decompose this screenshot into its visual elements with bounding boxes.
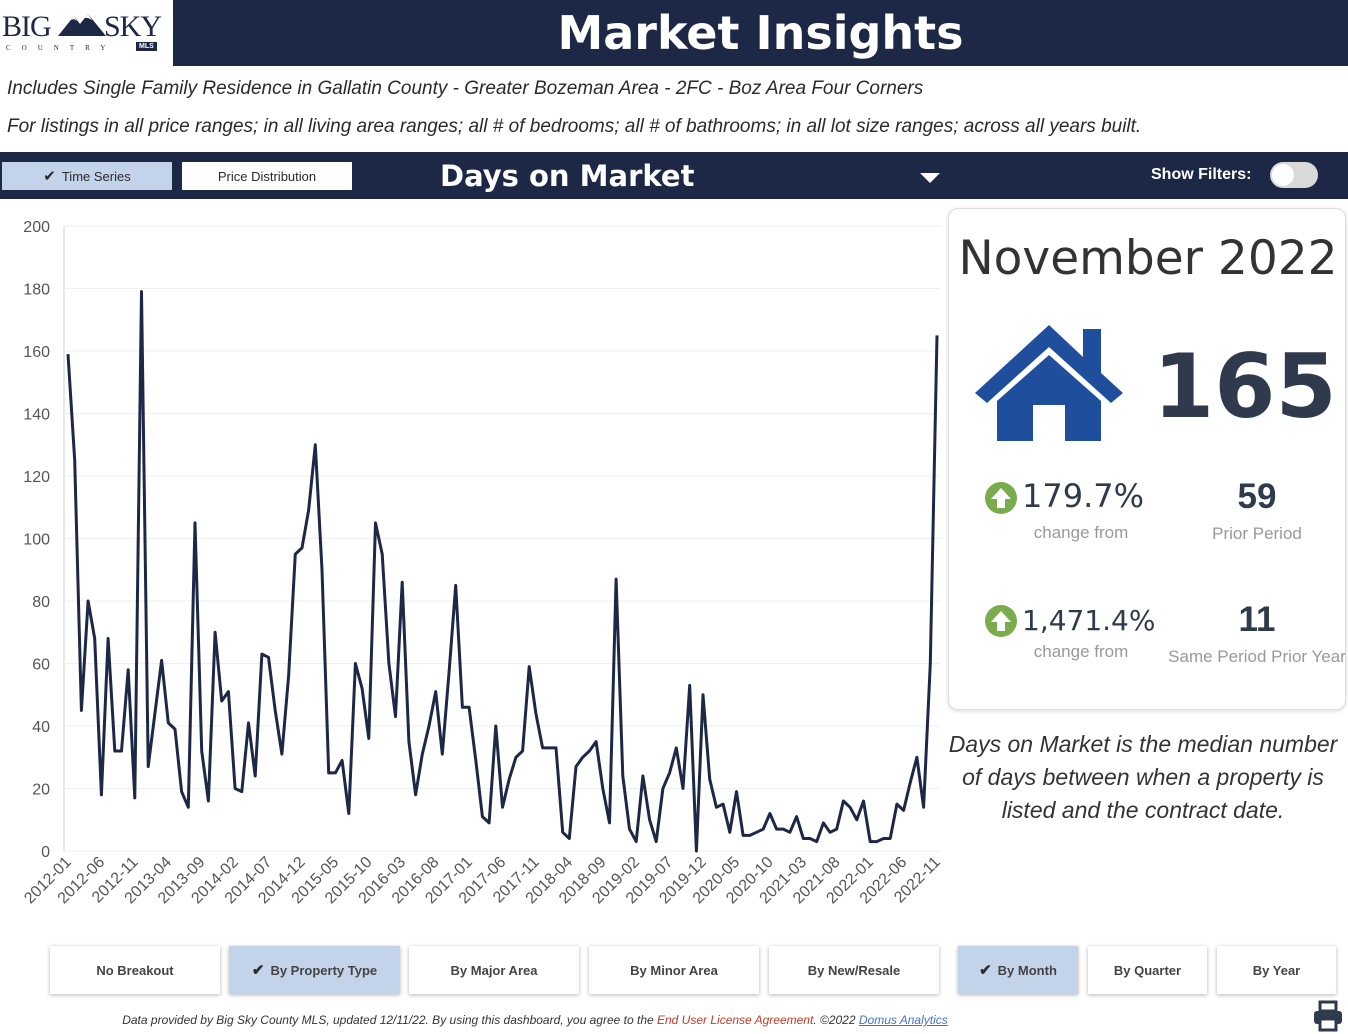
- footer-copyright: . ©2022: [813, 1013, 859, 1027]
- by-month-label: By Month: [997, 962, 1057, 978]
- y-tick-label: 100: [23, 532, 50, 549]
- show-filters-toggle[interactable]: [1270, 162, 1318, 188]
- by-new-resale-button[interactable]: By New/Resale: [769, 946, 939, 994]
- change-prior-label: change from: [1033, 523, 1129, 542]
- by-minor-area-button[interactable]: By Minor Area: [589, 946, 759, 994]
- by-property-type-label: By Property Type: [270, 962, 378, 978]
- big-sky-logo[interactable]: BIG SKY COUNTRY MLS: [0, 0, 172, 66]
- nav-bar: ✔ Time Series Price Distribution Days on…: [0, 152, 1348, 199]
- tab-price-distribution-label: Price Distribution: [217, 168, 317, 184]
- by-month-button[interactable]: ✔ By Month: [958, 946, 1078, 994]
- prior-period-value: 59: [1237, 477, 1277, 516]
- print-icon[interactable]: [1312, 1000, 1344, 1032]
- same-period-prior-year-value: 11: [1238, 600, 1276, 639]
- title-bar: Market Insights: [173, 0, 1348, 66]
- no-breakout-label: No Breakout: [96, 962, 174, 978]
- by-quarter-label: By Quarter: [1113, 962, 1182, 978]
- no-breakout-button[interactable]: No Breakout: [50, 946, 220, 994]
- by-property-type-button[interactable]: ✔ By Property Type: [229, 946, 400, 994]
- by-major-area-button[interactable]: By Major Area: [409, 946, 579, 994]
- subtitle-scope: Includes Single Family Residence in Gall…: [7, 78, 924, 99]
- domus-analytics-link[interactable]: Domus Analytics: [858, 1013, 948, 1027]
- up-arrow-icon: [985, 605, 1017, 637]
- tab-time-series-label: Time Series: [61, 168, 131, 184]
- page-title: Market Insights: [557, 6, 964, 60]
- y-tick-label: 180: [23, 282, 50, 299]
- y-tick-label: 40: [32, 719, 50, 736]
- change-year-label: change from: [1033, 642, 1129, 661]
- card-month: November 2022: [958, 231, 1338, 286]
- by-major-area-label: By Major Area: [450, 962, 538, 978]
- y-tick-label: 0: [41, 844, 50, 861]
- y-tick-label: 200: [23, 219, 50, 236]
- logo-text-county: COUNTRY: [6, 44, 117, 52]
- y-tick-label: 120: [23, 469, 50, 486]
- caret-down-icon: [920, 173, 940, 183]
- tab-price-distribution[interactable]: Price Distribution: [182, 162, 352, 190]
- same-period-prior-year-label: Same Period Prior Year: [1168, 647, 1346, 666]
- change-prior-percent: 179.7%: [1022, 477, 1145, 515]
- metric-description: Days on Market is the median number of d…: [948, 731, 1338, 823]
- measure-dropdown[interactable]: Days on Market: [440, 158, 950, 194]
- mountain-icon: [58, 14, 106, 36]
- y-tick-label: 60: [32, 657, 50, 674]
- eula-link[interactable]: End User License Agreement: [657, 1013, 814, 1027]
- y-tick-label: 140: [23, 407, 50, 424]
- subtitle-filters: For listings in all price ranges; in all…: [7, 116, 1142, 137]
- show-filters-label: Show Filters:: [1151, 166, 1252, 183]
- logo-text-big: BIG: [2, 10, 52, 43]
- summary-card: November 2022 165 179.7% change from 59 …: [948, 208, 1346, 710]
- series-line: [66, 290, 939, 853]
- house-icon: [975, 325, 1123, 441]
- y-tick-label: 80: [32, 594, 50, 611]
- y-tick-label: 20: [32, 782, 50, 799]
- footer: Data provided by Big Sky County MLS, upd…: [0, 1013, 1280, 1027]
- measure-selected-value: Days on Market: [440, 159, 695, 193]
- by-new-resale-label: By New/Resale: [807, 962, 901, 978]
- up-arrow-icon: [985, 482, 1017, 514]
- by-year-label: By Year: [1252, 962, 1301, 978]
- footer-text: Data provided by Big Sky County MLS, upd…: [122, 1013, 657, 1027]
- by-minor-area-label: By Minor Area: [630, 962, 718, 978]
- checkmark-icon: ✔: [251, 962, 265, 979]
- prior-period-label: Prior Period: [1212, 524, 1302, 543]
- logo-text-sky: SKY: [104, 10, 162, 43]
- current-value: 165: [1153, 335, 1337, 438]
- checkmark-icon: ✔: [43, 168, 56, 185]
- toggle-knob: [1272, 164, 1294, 186]
- tab-time-series[interactable]: ✔ Time Series: [2, 162, 172, 190]
- by-year-button[interactable]: By Year: [1217, 946, 1336, 994]
- change-year-percent: 1,471.4%: [1022, 604, 1156, 637]
- y-tick-label: 160: [23, 344, 50, 361]
- checkmark-icon: ✔: [979, 962, 992, 979]
- logo-mls-badge: MLS: [136, 42, 157, 51]
- by-quarter-button[interactable]: By Quarter: [1088, 946, 1207, 994]
